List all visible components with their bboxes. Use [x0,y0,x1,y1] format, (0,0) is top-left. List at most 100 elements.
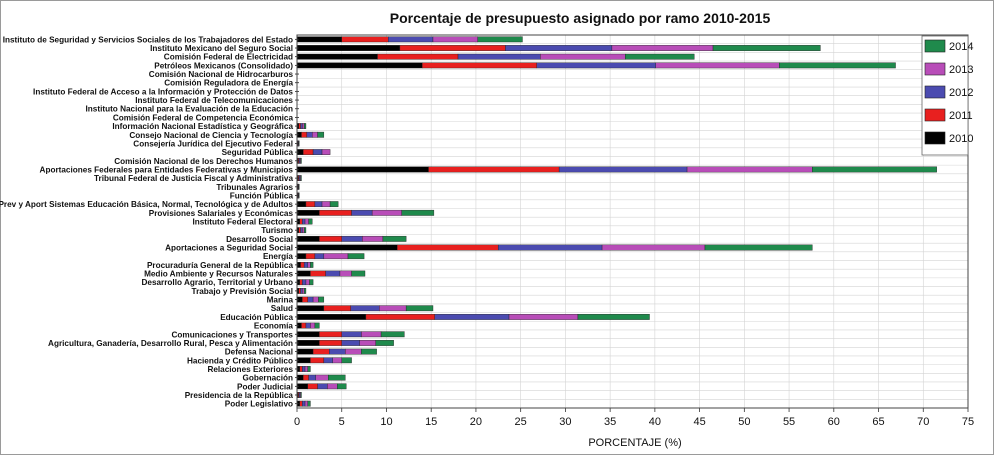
bar-segment [303,288,307,294]
category-label: Desarrollo Social [226,235,293,244]
bar-segment [310,322,316,329]
legend-label: 2013 [949,64,973,76]
bar-segment [388,36,434,43]
bar-segment [382,235,407,242]
category-label: Poder Judicial [237,382,293,391]
bar-segment [341,235,363,242]
bar-segment [505,45,613,51]
category-label: Consejo Nacional de Ciencia y Tecnología [129,131,293,140]
legend-label: 2010 [949,133,973,145]
bar-segment [428,166,560,173]
bar-segment [397,244,499,251]
bar-segment [350,305,380,312]
category-label: Trabajo y Previsión Social [192,287,293,296]
bar-segment [303,374,309,381]
bar-segment [323,305,351,312]
bar-segment [477,36,523,43]
bar-segment [318,296,325,303]
bar-segment [301,131,308,138]
bar-segment [305,201,316,208]
bar-segment [347,253,365,260]
bar-segment [307,296,314,303]
bar-segment [779,62,896,69]
bar-segment [540,53,626,60]
bar-segment [304,218,309,225]
bar-segment [611,45,714,51]
bar-segment [321,201,331,208]
bar-segment [296,166,429,173]
category-label: Instituto Federal Electoral [192,218,293,227]
bar-segment [319,235,342,242]
category-label: Tribunal Federal de Justicia Fiscal y Ad… [94,174,293,183]
category-label: Instituto Nacional para la Evaluación de… [86,105,293,114]
bar-segment [305,322,311,329]
legend-swatch [924,62,946,76]
x-tick-label: 35 [604,416,616,428]
bar-segment [304,400,308,407]
bar-segment [508,314,579,320]
category-label: Comunicaciones y Transportes [172,330,294,339]
category-label: Instituto Federal de Telecomunicaciones [135,96,293,105]
category-label: Aportaciones Federales para Entidades Fe… [40,165,294,174]
bar-segment [371,209,402,216]
bar-segment [302,296,308,303]
x-tick-label: 60 [828,416,840,428]
bar-segment [704,244,813,251]
legend-label: 2011 [949,110,973,122]
category-label: Marina [267,296,294,305]
bar-segment [686,166,813,173]
category-label: Función Pública [230,191,294,200]
bar-segment [312,296,319,303]
bar-segment [298,123,301,129]
bar-segment [296,62,423,69]
x-tick-label: 75 [962,416,974,428]
category-label: Instituto Federal de Acceso a la Informa… [33,87,293,96]
bar-segment [309,279,314,286]
bar-segment [308,218,313,225]
bar-segment [296,331,320,338]
category-label: Instituto de Seguridad y Servicios Socia… [3,35,293,44]
bar-segment [712,45,821,51]
bar-segment [319,340,342,346]
bar-segment [577,314,650,320]
x-tick-label: 50 [738,416,750,428]
bar-segment [300,288,303,294]
bar-segment [323,357,333,364]
category-label: Economía [254,322,294,331]
bar-segment [339,270,352,277]
bar-segment [401,209,435,216]
bar-segment [319,331,342,338]
category-label: Comisión Reguladora de Energía [164,79,293,88]
category-label: Provisiones Salariales y Económicas [149,209,294,218]
bar-segment [601,244,706,251]
bar-segment [434,314,510,320]
category-label: Defensa Nacional [225,348,293,357]
bar-segment [329,348,346,355]
category-label: Hacienda y Crédito Público [187,356,293,365]
plot-border [296,34,969,409]
bar-segment [310,357,325,364]
x-tick-label: 25 [515,416,527,428]
bar-segment [351,209,373,216]
bar-segment [299,279,303,286]
bar-segment [323,253,349,260]
bar-segment [302,227,305,234]
bar-segment [362,235,384,242]
bar-segment [302,279,307,286]
bar-segment [655,62,780,69]
category-label: Comisión Nacional de los Derechos Humano… [114,157,293,166]
category-label: Aportaciones a Seguridad Social [165,244,293,253]
bar-segment [298,227,301,234]
bar-segment [300,392,302,398]
legend-swatch [924,131,946,145]
bar-segment [296,53,378,60]
bar-segment [317,383,328,390]
bar-segment [377,53,459,60]
grid [296,35,969,409]
bar-segment [296,357,311,364]
bar-segment [296,235,320,242]
bar-segment [457,53,541,60]
bar-segment [296,209,320,216]
legend-swatch [924,85,946,99]
bar-segment [315,374,329,381]
